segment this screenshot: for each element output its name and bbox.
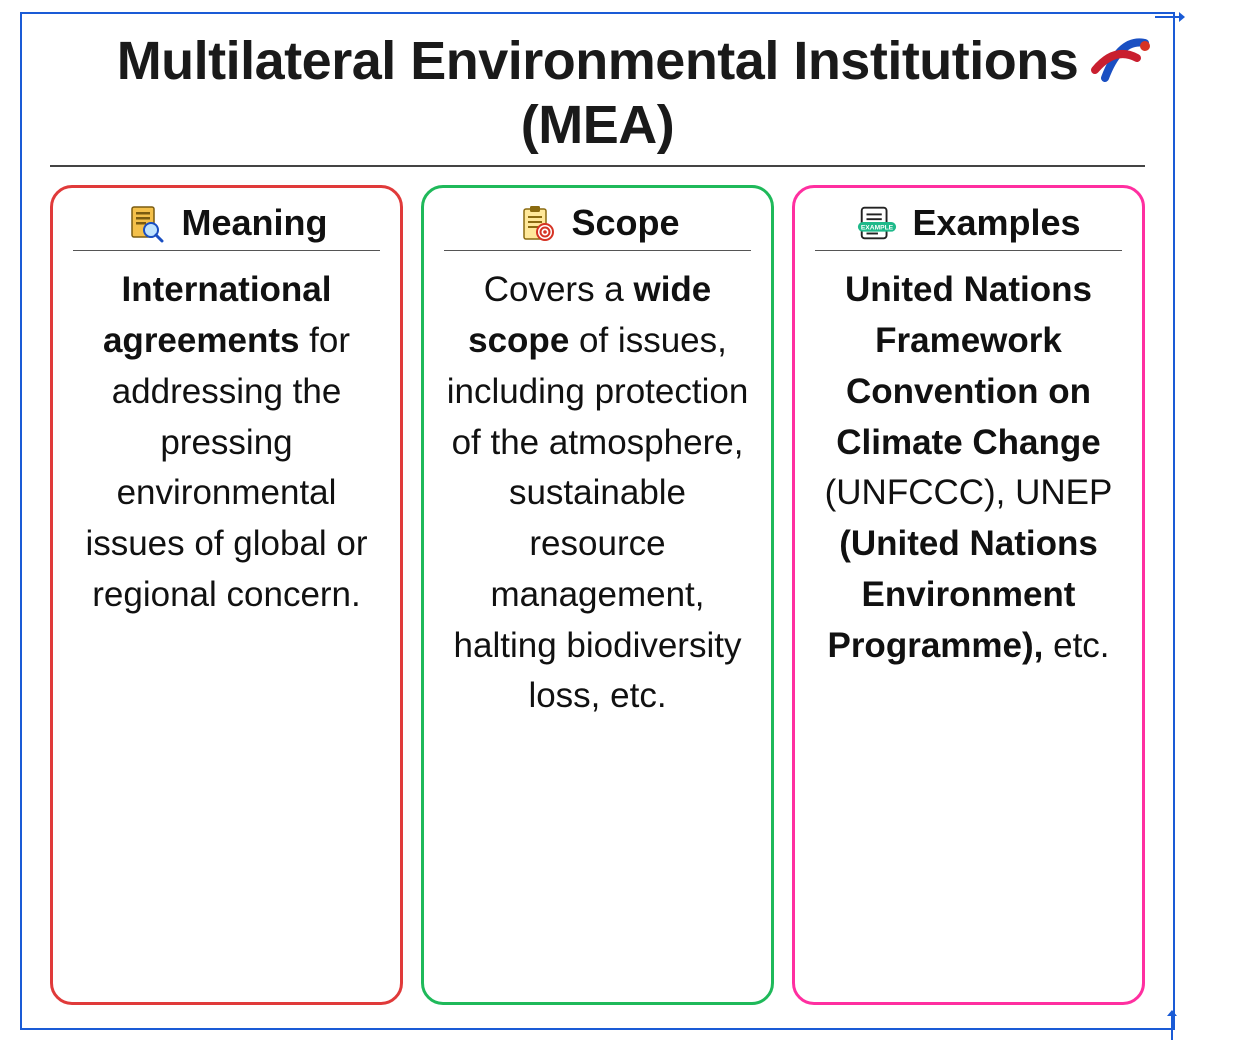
card-examples: EXAMPLE Examples United Nations Framewor…	[792, 185, 1145, 1005]
example-doc-icon: EXAMPLE	[856, 202, 898, 244]
document-search-icon	[125, 202, 167, 244]
card-divider	[73, 250, 380, 251]
card-header: EXAMPLE Examples	[815, 202, 1122, 244]
main-title: Multilateral Environmental Institutions …	[50, 30, 1145, 157]
card-meaning: Meaning International agreements for add…	[50, 185, 403, 1005]
card-header: Scope	[444, 202, 751, 244]
decorative-arrow-up-icon	[1165, 1010, 1179, 1040]
brand-logo	[1085, 28, 1155, 88]
infographic-frame: Multilateral Environmental Institutions …	[20, 12, 1175, 1030]
card-title: Examples	[912, 202, 1080, 244]
card-divider	[444, 250, 751, 251]
card-header: Meaning	[73, 202, 380, 244]
cards-row: Meaning International agreements for add…	[50, 185, 1145, 1005]
card-title: Meaning	[181, 202, 327, 244]
card-divider	[815, 250, 1122, 251]
card-body: Covers a wide scope of issues, including…	[444, 265, 751, 722]
card-body: United Nations Framework Convention on C…	[815, 265, 1122, 671]
card-title: Scope	[571, 202, 679, 244]
svg-text:EXAMPLE: EXAMPLE	[861, 225, 894, 232]
card-body: International agreements for addressing …	[73, 265, 380, 620]
title-divider	[50, 165, 1145, 167]
decorative-arrow-right-icon	[1155, 10, 1185, 24]
clipboard-target-icon	[515, 202, 557, 244]
card-scope: Scope Covers a wide scope of issues, inc…	[421, 185, 774, 1005]
